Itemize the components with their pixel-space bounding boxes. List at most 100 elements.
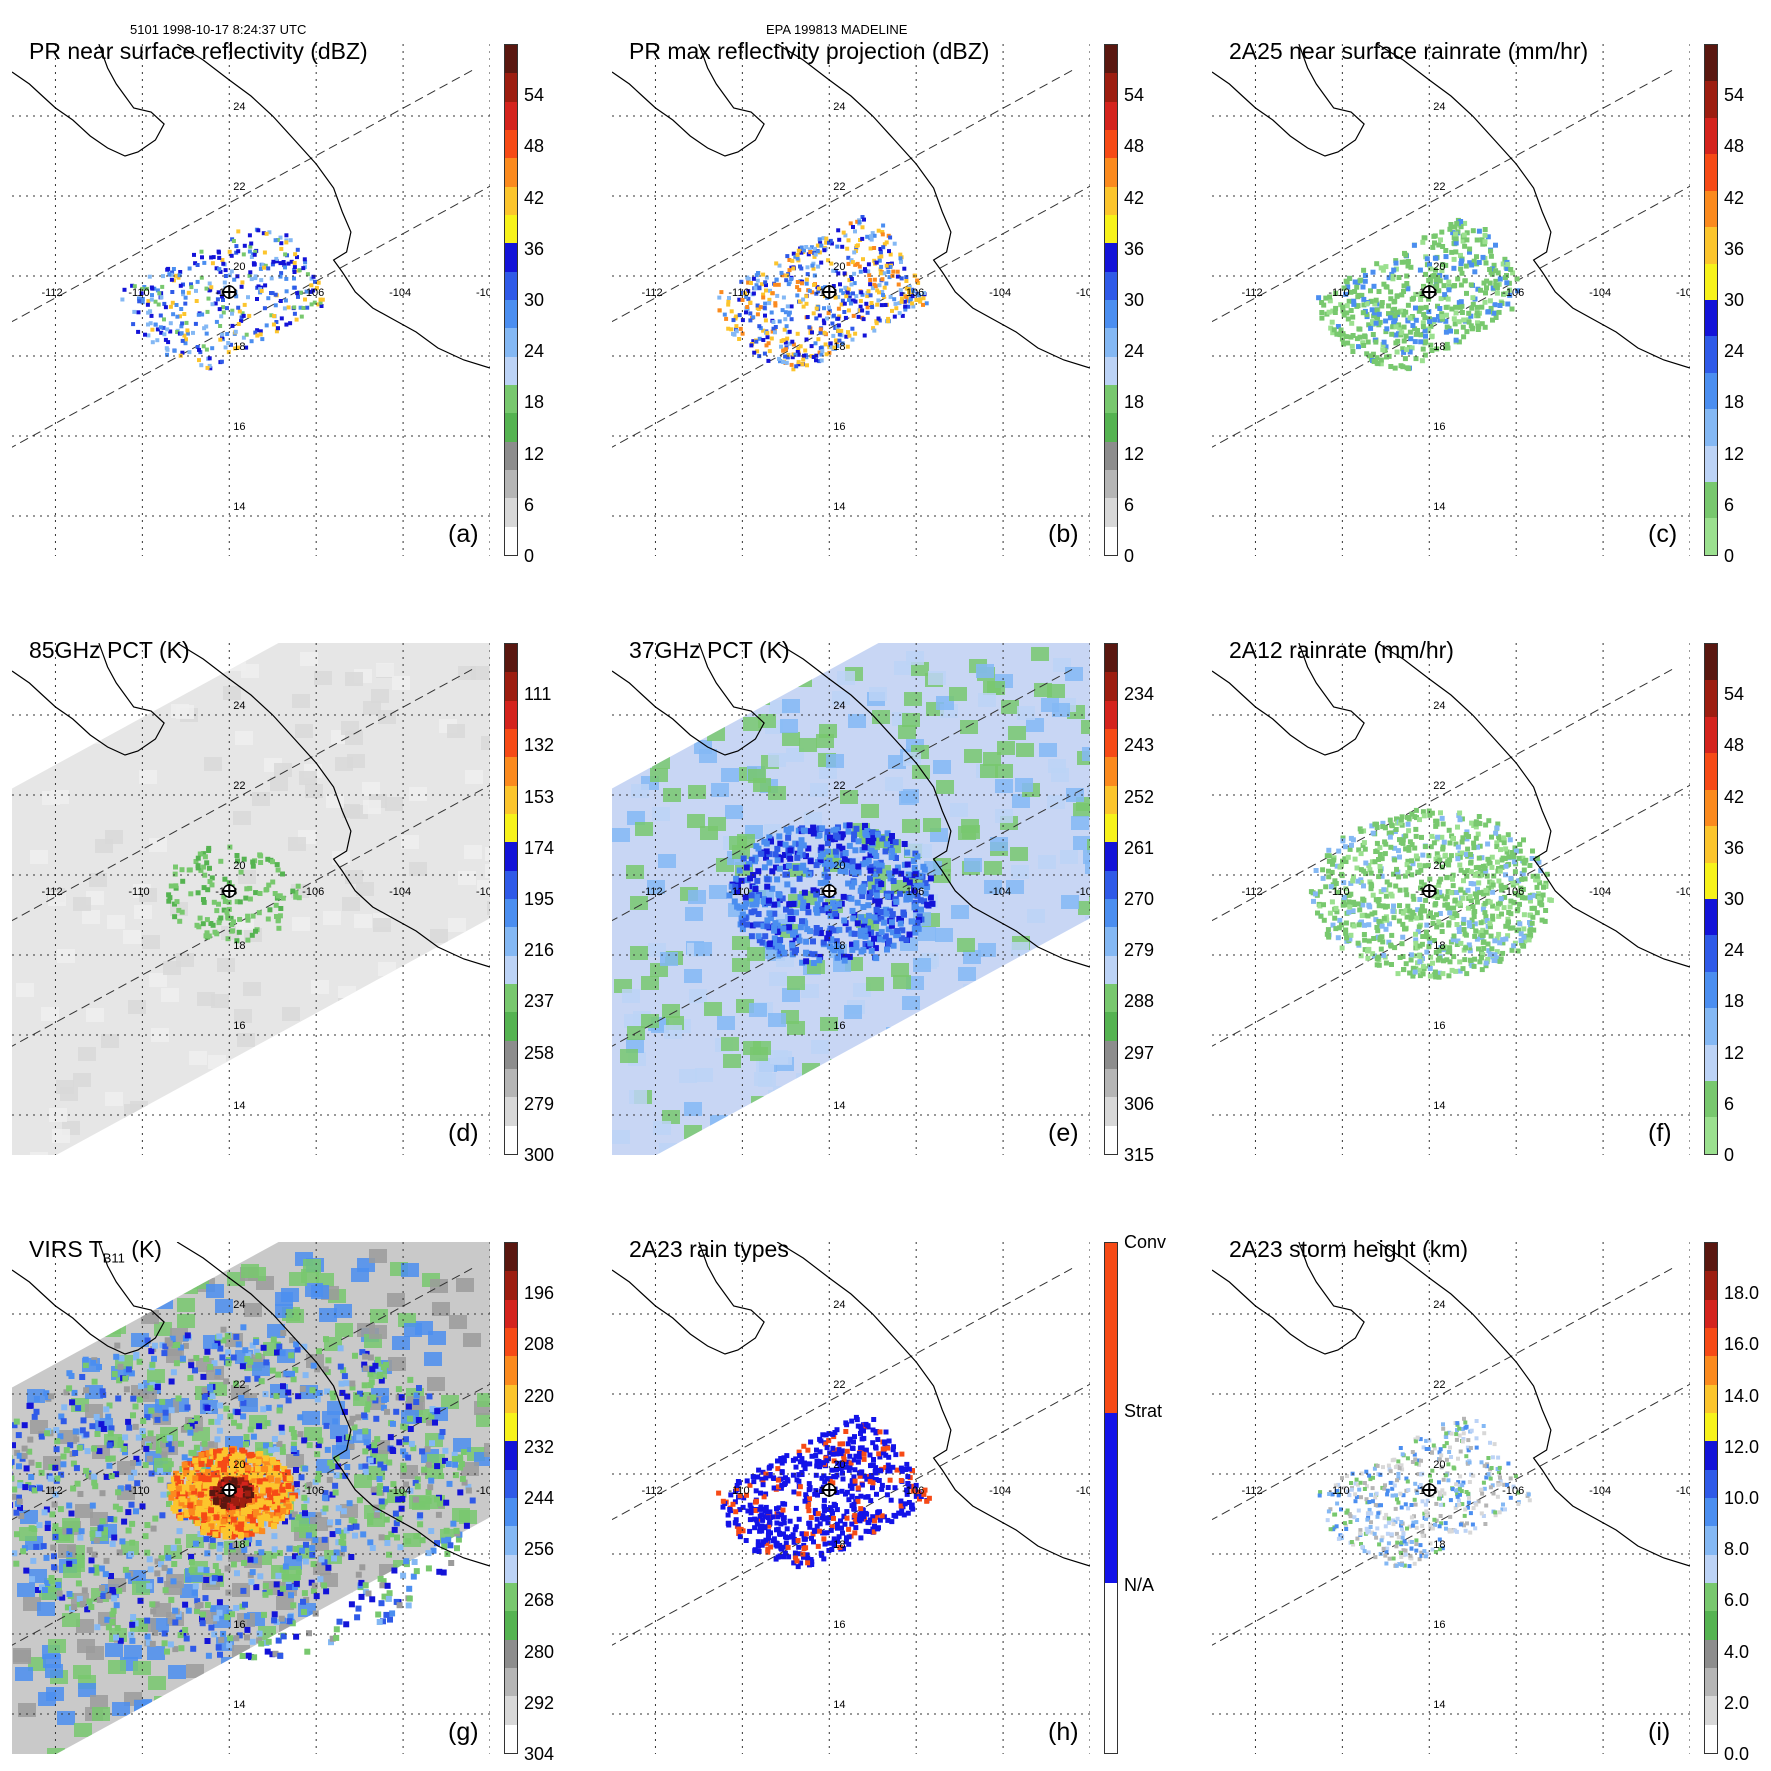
echo-cell <box>921 898 927 905</box>
swath-pixel <box>1027 963 1045 977</box>
echo-cell <box>1331 885 1337 890</box>
echo-cell <box>1357 326 1363 332</box>
echo-cell <box>1406 847 1412 853</box>
colorbar-segment <box>1105 498 1117 527</box>
echo-cell <box>76 1444 83 1451</box>
echo-cell <box>1458 282 1464 288</box>
colorbar-segment <box>505 700 517 729</box>
echo-cell <box>886 870 893 877</box>
echo-cell <box>233 346 237 351</box>
swath-pixel <box>378 962 396 976</box>
echo-cell <box>1497 303 1503 308</box>
echo-cell <box>378 1377 385 1384</box>
echo-cell <box>183 341 188 346</box>
echo-cell <box>1370 319 1375 325</box>
echo-cell <box>1426 296 1432 302</box>
echo-cell <box>902 266 907 271</box>
echo-cell <box>1447 949 1453 955</box>
swath-pixel <box>794 673 812 687</box>
echo-cell <box>160 1491 167 1498</box>
swath-pixel <box>190 1682 208 1696</box>
echo-cell <box>850 326 855 331</box>
echo-cell <box>922 890 929 897</box>
echo-cell <box>890 308 894 313</box>
echo-cell <box>1502 894 1508 900</box>
swath-pixel <box>350 1712 368 1726</box>
echo-cell <box>154 1558 161 1565</box>
echo-cell <box>781 295 786 300</box>
echo-cell <box>63 1389 70 1396</box>
echo-cell <box>197 1566 204 1573</box>
echo-cell <box>893 855 899 861</box>
echo-cell <box>1346 909 1352 915</box>
colorbar-tick-label: 30 <box>1124 290 1145 310</box>
echo-cell <box>204 347 209 352</box>
swath-pixel <box>274 763 292 777</box>
swath-pixel <box>913 958 931 972</box>
echo-cell <box>1473 835 1479 841</box>
echo-cell <box>1338 863 1344 869</box>
swath-pixel <box>837 671 855 685</box>
echo-cell <box>1462 278 1468 284</box>
colorbar-tick-label: 12 <box>1124 443 1145 464</box>
echo-cell <box>1523 857 1529 863</box>
echo-cell <box>245 913 251 919</box>
echo-cell <box>883 906 889 913</box>
echo-cell <box>869 829 876 836</box>
echo-cell <box>1372 910 1378 916</box>
echo-cell <box>1430 244 1436 250</box>
echo-cell <box>776 865 783 872</box>
echo-cell <box>1408 952 1414 958</box>
swath-pixel <box>942 1042 960 1056</box>
echo-cell <box>1421 311 1427 317</box>
echo-cell <box>1451 265 1457 271</box>
swath-pixel <box>721 1037 739 1051</box>
echo-cell <box>837 237 842 242</box>
echo-cell <box>1350 878 1356 884</box>
echo-cell <box>187 266 192 271</box>
echo-cell <box>804 903 811 910</box>
echo-cell <box>1413 291 1419 297</box>
echo-cell <box>1483 887 1489 893</box>
echo-cell <box>862 217 866 222</box>
echo-cell <box>814 291 819 296</box>
echo-cell <box>192 1367 198 1374</box>
echo-cell <box>365 1590 372 1597</box>
echo-cell <box>393 1520 400 1527</box>
echo-cell <box>237 899 243 905</box>
echo-cell <box>1497 837 1502 843</box>
echo-cell <box>261 231 266 236</box>
echo-cell <box>804 301 809 306</box>
echo-cell <box>68 1510 75 1517</box>
echo-cell <box>1377 937 1383 943</box>
echo-cell <box>196 924 202 930</box>
lat-label: 22 <box>833 181 845 193</box>
echo-cell <box>1527 920 1532 925</box>
mexico-coastline <box>1376 643 1690 968</box>
echo-cell <box>1451 905 1457 911</box>
echo-cell <box>797 299 802 304</box>
echo-cell <box>1476 814 1482 819</box>
echo-cell <box>309 283 314 288</box>
echo-cell <box>906 879 913 886</box>
echo-cell <box>70 1460 77 1467</box>
echo-cell <box>1446 905 1452 911</box>
echo-cell <box>1386 353 1392 359</box>
echo-cell <box>1396 848 1401 854</box>
swath-pixel <box>653 1121 671 1135</box>
lat-label: 20 <box>233 860 245 872</box>
echo-cell <box>175 1395 182 1402</box>
echo-cell <box>1539 917 1545 923</box>
swath-pixel <box>107 915 125 929</box>
swath-pixel <box>737 1140 755 1154</box>
colorbar-segment <box>1705 1008 1717 1045</box>
echo-cell <box>1518 938 1524 943</box>
echo-cell <box>1447 840 1453 846</box>
echo-cell <box>1384 326 1390 332</box>
echo-cell <box>1443 262 1449 268</box>
echo-cell <box>194 1608 200 1615</box>
swath-pixel <box>658 854 676 868</box>
echo-cell <box>59 1594 66 1601</box>
echo-cell <box>367 1371 374 1378</box>
swath-pixel <box>704 1002 722 1016</box>
